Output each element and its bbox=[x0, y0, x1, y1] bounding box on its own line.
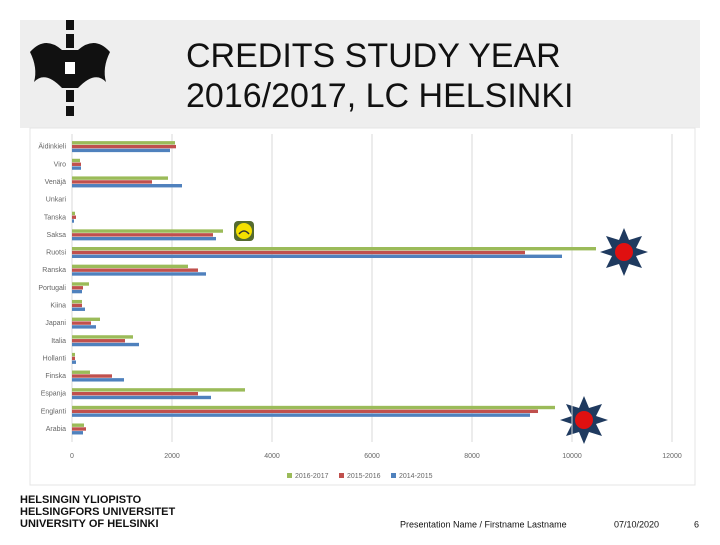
y-tick-label: Saksa bbox=[47, 232, 67, 239]
y-tick-label: Unkari bbox=[46, 197, 67, 204]
bar bbox=[72, 184, 182, 188]
bar bbox=[72, 413, 530, 417]
bar bbox=[72, 391, 198, 396]
bar bbox=[72, 215, 76, 219]
y-tick-label: Hollanti bbox=[43, 355, 67, 362]
university-name: HELSINGFORS UNIVERSITET bbox=[20, 506, 176, 518]
legend-label: 2016-2017 bbox=[295, 473, 329, 480]
bar bbox=[72, 236, 216, 241]
bar bbox=[72, 423, 84, 427]
bar bbox=[72, 431, 83, 435]
bar bbox=[72, 370, 90, 374]
y-tick-label: Portugali bbox=[38, 285, 66, 292]
bar bbox=[72, 335, 133, 339]
bar bbox=[72, 374, 112, 378]
star-marker bbox=[600, 228, 648, 276]
bar bbox=[72, 325, 96, 329]
bar bbox=[72, 409, 538, 414]
bar bbox=[72, 342, 139, 347]
university-name: UNIVERSITY OF HELSINKI bbox=[20, 518, 159, 530]
y-tick-label: Japani bbox=[45, 320, 66, 327]
bar bbox=[72, 144, 176, 149]
y-tick-label: Ruotsi bbox=[46, 250, 66, 257]
bar bbox=[72, 282, 89, 286]
bar bbox=[72, 299, 82, 304]
y-tick-label: Viro bbox=[54, 161, 66, 168]
x-tick-label: 6000 bbox=[364, 453, 380, 460]
bar bbox=[72, 148, 170, 153]
bar bbox=[72, 264, 188, 269]
bar bbox=[72, 378, 124, 382]
bar bbox=[72, 388, 245, 392]
bar bbox=[72, 272, 206, 276]
bar bbox=[72, 307, 85, 311]
bar bbox=[72, 180, 152, 184]
y-tick-label: Äidinkieli bbox=[38, 143, 66, 151]
header-band bbox=[20, 20, 700, 128]
bar bbox=[72, 289, 82, 294]
legend-label: 2015-2016 bbox=[347, 473, 381, 480]
bar bbox=[72, 250, 525, 255]
smiley bbox=[234, 221, 254, 241]
x-tick-label: 8000 bbox=[464, 453, 480, 460]
bar bbox=[72, 405, 555, 410]
bar bbox=[72, 166, 81, 170]
y-tick-label: Englanti bbox=[41, 408, 67, 415]
y-tick-label: Venäjä bbox=[45, 179, 67, 186]
y-tick-label: Italia bbox=[51, 338, 66, 345]
logo bbox=[30, 20, 110, 116]
bar bbox=[72, 219, 74, 223]
bar bbox=[72, 268, 198, 272]
university-name: HELSINGIN YLIOPISTO bbox=[20, 494, 142, 506]
bar bbox=[72, 233, 213, 237]
y-tick-label: Espanja bbox=[41, 391, 66, 398]
bar bbox=[72, 254, 562, 259]
date: 07/10/2020 bbox=[614, 519, 659, 529]
bar bbox=[72, 247, 596, 251]
y-tick-label: Tanska bbox=[44, 214, 66, 221]
legend-swatch bbox=[339, 473, 344, 478]
bar bbox=[72, 395, 211, 400]
x-tick-label: 4000 bbox=[264, 453, 280, 460]
x-tick-label: 0 bbox=[70, 453, 74, 460]
bar bbox=[72, 427, 86, 431]
bar bbox=[72, 303, 82, 308]
page-number: 6 bbox=[694, 519, 699, 529]
bar bbox=[72, 321, 91, 325]
y-tick-label: Ranska bbox=[42, 267, 66, 274]
y-tick-label: Kiina bbox=[50, 302, 66, 309]
bar bbox=[72, 352, 75, 357]
y-tick-label: Arabia bbox=[46, 426, 66, 433]
legend-swatch bbox=[391, 473, 396, 478]
bar bbox=[72, 176, 168, 180]
title: CREDITS STUDY YEAR bbox=[186, 37, 561, 75]
bar bbox=[72, 286, 83, 290]
bar bbox=[72, 158, 80, 163]
bar bbox=[72, 229, 223, 233]
bar bbox=[72, 211, 75, 216]
bar bbox=[72, 317, 100, 321]
x-tick-label: 10000 bbox=[562, 453, 582, 460]
bar bbox=[72, 141, 175, 145]
bar bbox=[72, 360, 76, 364]
bar bbox=[72, 162, 81, 166]
bar bbox=[72, 339, 125, 343]
bar bbox=[72, 356, 75, 361]
x-tick-label: 12000 bbox=[662, 453, 682, 460]
y-tick-label: Finska bbox=[45, 373, 66, 380]
legend-swatch bbox=[287, 473, 292, 478]
x-tick-label: 2000 bbox=[164, 453, 180, 460]
presenter: Presentation Name / Firstname Lastname bbox=[400, 519, 567, 529]
legend-label: 2014-2015 bbox=[399, 473, 433, 480]
title: 2016/2017, LC HELSINKI bbox=[186, 77, 573, 115]
